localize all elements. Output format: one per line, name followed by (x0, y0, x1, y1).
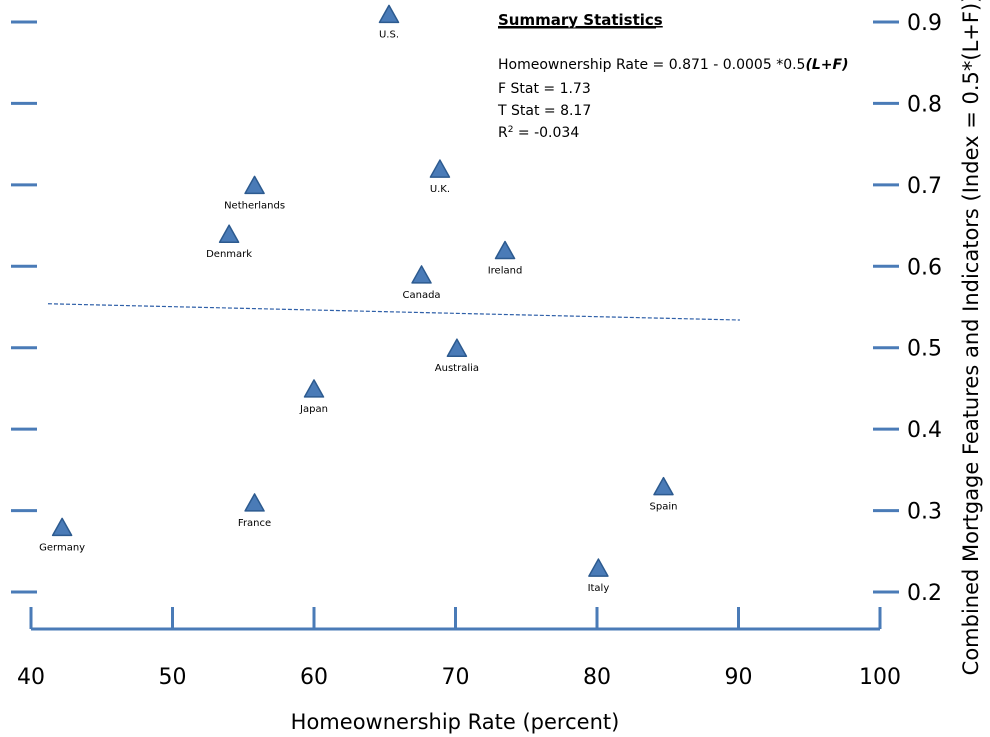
data-point-netherlands (244, 175, 265, 195)
x-tick-label-6: 100 (859, 665, 901, 690)
y-tick-label-7: 0.9 (907, 11, 942, 36)
point-label-6: Australia (435, 363, 479, 374)
point-label-9: France (238, 518, 271, 529)
y-tick-label-0: 0.2 (907, 581, 942, 606)
y-tick-label-4: 0.6 (907, 255, 942, 280)
data-point-japan (303, 379, 325, 398)
data-point-germany (51, 517, 73, 537)
point-label-7: Japan (299, 404, 328, 415)
y-tick-label-5: 0.7 (907, 174, 942, 199)
trendline-group (47, 303, 740, 321)
data-point-australia (446, 338, 468, 357)
y-tick-label-1: 0.3 (907, 500, 942, 525)
point-label-11: Italy (588, 583, 610, 594)
x-axis-title: Homeownership Rate (percent) (291, 710, 620, 734)
y-axis-title: Combined Mortgage Features and Indicator… (959, 0, 983, 675)
r2-sup: 2 (508, 125, 514, 135)
point-label-10: Germany (39, 542, 85, 553)
x-tick-label-0: 40 (17, 665, 45, 690)
right-axis: 0.2 0.3 0.4 0.5 0.6 0.7 0.8 0.9 (873, 11, 942, 606)
x-tick-label-3: 70 (442, 665, 470, 690)
x-tick-label-5: 90 (725, 665, 753, 690)
x-tick-label-1: 50 (159, 665, 187, 690)
x-tick-label-4: 80 (583, 665, 611, 690)
point-label-3: Denmark (206, 249, 252, 260)
r2-suffix: = -0.034 (513, 125, 579, 141)
data-point-denmark (218, 224, 240, 243)
r2-prefix: R (498, 125, 508, 141)
y-tick-label-6: 0.8 (907, 92, 942, 117)
point-label-4: Ireland (488, 266, 523, 277)
summary-title: Summary Statistics (498, 11, 663, 29)
x-axis: 40 50 60 70 80 90 100 (17, 607, 901, 690)
point-label-2: Netherlands (224, 200, 285, 211)
data-point-france (244, 493, 265, 512)
y-tick-label-3: 0.5 (907, 337, 942, 362)
data-point-spain (653, 476, 674, 496)
y-tick-label-2: 0.4 (907, 418, 942, 443)
point-label-8: Spain (650, 502, 678, 513)
summary-r-squared: R2 = -0.034 (498, 125, 579, 141)
x-tick-label-2: 60 (300, 665, 328, 690)
data-points: U.S. U.K. Netherlands Denmark Ireland Canada A… (39, 4, 678, 594)
left-axis-ticks (11, 20, 37, 594)
summary-f-stat: F Stat = 1.73 (498, 81, 591, 97)
summary-equation: Homeownership Rate = 0.871 - 0.0005 *0.5… (498, 57, 848, 73)
data-point-us (378, 4, 400, 24)
point-label-0: U.S. (379, 29, 399, 40)
data-point-ireland (494, 240, 516, 260)
trendline (47, 303, 740, 321)
data-point-uk (429, 159, 451, 178)
equation-suffix: (L+F) (805, 57, 848, 73)
summary-statistics: Summary Statistics Homeownership Rate = … (497, 11, 848, 141)
point-label-5: Canada (403, 290, 441, 301)
data-point-canada (411, 265, 432, 284)
equation-prefix: Homeownership Rate = 0.871 - 0.0005 *0.5 (498, 57, 805, 73)
summary-t-stat: T Stat = 8.17 (497, 103, 591, 119)
data-point-italy (588, 558, 609, 577)
point-label-1: U.K. (430, 184, 450, 195)
